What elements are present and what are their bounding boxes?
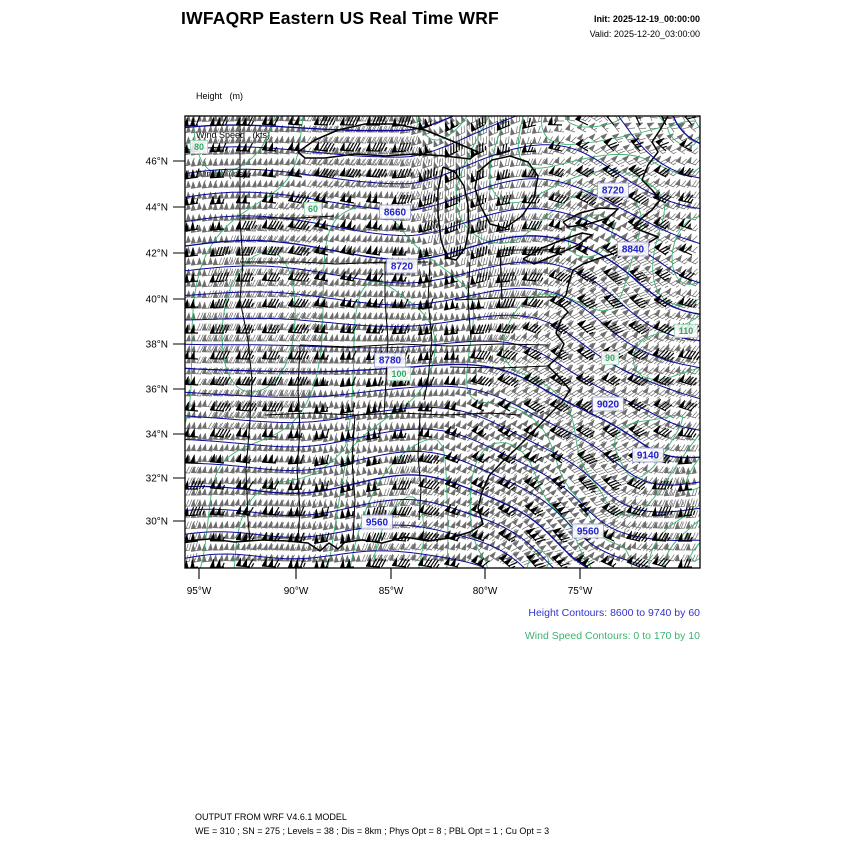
init-time: Init: 2025-12-19_00:00:00 xyxy=(593,14,700,24)
wind-speed-contour-label-box xyxy=(304,202,322,216)
height-contour-label: 8660 xyxy=(384,208,407,219)
state-border xyxy=(240,215,335,219)
legend-wind-speed: Wind Speed (kts) xyxy=(196,130,271,140)
model-info-line2: WE = 310 ; SN = 275 ; Levels = 38 ; Dis … xyxy=(195,826,550,836)
state-border xyxy=(454,296,560,301)
height-contour-label-box xyxy=(379,204,411,220)
model-info: OUTPUT FROM WRF V4.6.1 MODEL WE = 310 ; … xyxy=(195,810,549,838)
wind-speed-contour-label: 60 xyxy=(308,204,318,214)
wind-speed-contour-line xyxy=(185,116,700,568)
lat-tick-label: 38°N xyxy=(146,340,168,351)
lat-tick-label: 40°N xyxy=(146,295,168,306)
height-contour-label: 8720 xyxy=(602,186,625,197)
lon-tick-label: 75°W xyxy=(568,586,593,597)
height-contour-label-box xyxy=(632,447,664,463)
model-info-line1: OUTPUT FROM WRF V4.6.1 MODEL xyxy=(195,812,347,822)
height-contour-label-box xyxy=(592,396,624,412)
state-border xyxy=(240,261,337,265)
lat-tick-label: 46°N xyxy=(146,157,168,168)
lake-outline xyxy=(474,155,539,229)
height-contour-line xyxy=(185,451,652,568)
height-contour-line xyxy=(185,385,700,486)
lon-tick-label: 95°W xyxy=(187,586,212,597)
state-border xyxy=(423,261,433,401)
wind-speed-contour-label: 90 xyxy=(605,353,615,363)
wind-speed-contour-label: 80 xyxy=(194,142,204,152)
wind-speed-contour-label-box xyxy=(601,351,619,365)
legend-height: Height (m) xyxy=(196,91,244,101)
wind-barbs-major-flags xyxy=(185,116,689,568)
state-border xyxy=(299,343,549,348)
height-contour-caption: Height Contours: 8600 to 9740 by 60 xyxy=(528,607,700,619)
height-contour-label-box xyxy=(597,182,629,198)
map-interior: 8720 8660 8840 8720 8780 9020 9140 9560 9560 80 60… xyxy=(185,116,700,568)
lake-outline xyxy=(437,166,470,261)
wind-speed-contour-label: 100 xyxy=(391,369,406,379)
lat-tick-label: 30°N xyxy=(146,517,168,528)
lake-outline xyxy=(562,207,619,228)
state-border xyxy=(499,249,503,301)
height-contour-label-box xyxy=(617,241,649,257)
state-border xyxy=(383,262,389,416)
state-border xyxy=(449,365,549,369)
valid-time: Valid: 2025-12-20_03:00:00 xyxy=(589,28,700,39)
run-time-block: Init: 2025-12-19_00:00:00 Valid: 2025-12… xyxy=(590,12,700,41)
height-contour-line xyxy=(185,363,700,459)
lat-tick-label: 44°N xyxy=(146,203,168,214)
height-contour-label: 9140 xyxy=(637,451,660,462)
height-contour-label: 9560 xyxy=(577,527,600,538)
height-contour-label-box xyxy=(361,514,393,530)
state-border xyxy=(239,116,253,542)
height-contour-line xyxy=(185,340,700,431)
lon-tick-label: 85°W xyxy=(379,586,404,597)
height-contour-line xyxy=(185,550,486,568)
height-contour-label: 8780 xyxy=(379,356,402,367)
height-contour-label-box xyxy=(374,352,406,368)
lat-tick-label: 42°N xyxy=(146,249,168,260)
wind-speed-contour-line xyxy=(540,116,700,147)
wind-speed-contour-label: 110 xyxy=(679,326,694,336)
state-border xyxy=(467,261,472,341)
state-border xyxy=(264,412,521,416)
wind-speed-contour-label-box xyxy=(387,367,411,381)
map-frame xyxy=(184,115,701,569)
axis-ticks xyxy=(173,160,581,579)
wind-speed-contour-label-box xyxy=(674,324,698,338)
height-contour-label: 8840 xyxy=(622,245,645,256)
lat-tick-label: 34°N xyxy=(146,430,168,441)
height-contour-label: 8720 xyxy=(391,262,414,273)
lon-tick-label: 90°W xyxy=(284,586,309,597)
lat-tick-label: 32°N xyxy=(146,474,168,485)
lon-tick-label: 80°W xyxy=(473,586,498,597)
height-contour-label: 9020 xyxy=(597,400,620,411)
wind-speed-contour-caption: Wind Speed Contours: 0 to 170 by 10 xyxy=(524,630,700,642)
height-contour-label: 9560 xyxy=(366,518,389,529)
height-contour-label-box xyxy=(572,523,604,539)
lat-tick-label: 36°N xyxy=(146,385,168,396)
height-contour-label-box xyxy=(386,258,418,274)
wind-speed-contour-label-box xyxy=(190,140,208,154)
page-title: IWFAQRP Eastern US Real Time WRF xyxy=(181,8,499,28)
lake-outline xyxy=(522,232,593,265)
